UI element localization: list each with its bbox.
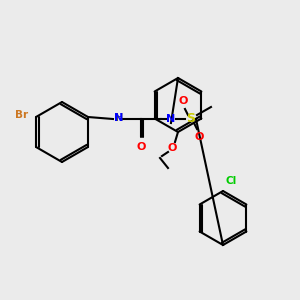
Text: O: O: [167, 143, 177, 153]
Text: S: S: [187, 112, 196, 125]
Text: O: O: [136, 142, 146, 152]
Text: O: O: [178, 96, 188, 106]
Text: N: N: [114, 113, 123, 123]
Text: Cl: Cl: [225, 176, 236, 186]
Text: N: N: [167, 114, 176, 124]
Text: H: H: [116, 113, 123, 123]
Text: O: O: [194, 132, 204, 142]
Text: Br: Br: [15, 110, 28, 120]
